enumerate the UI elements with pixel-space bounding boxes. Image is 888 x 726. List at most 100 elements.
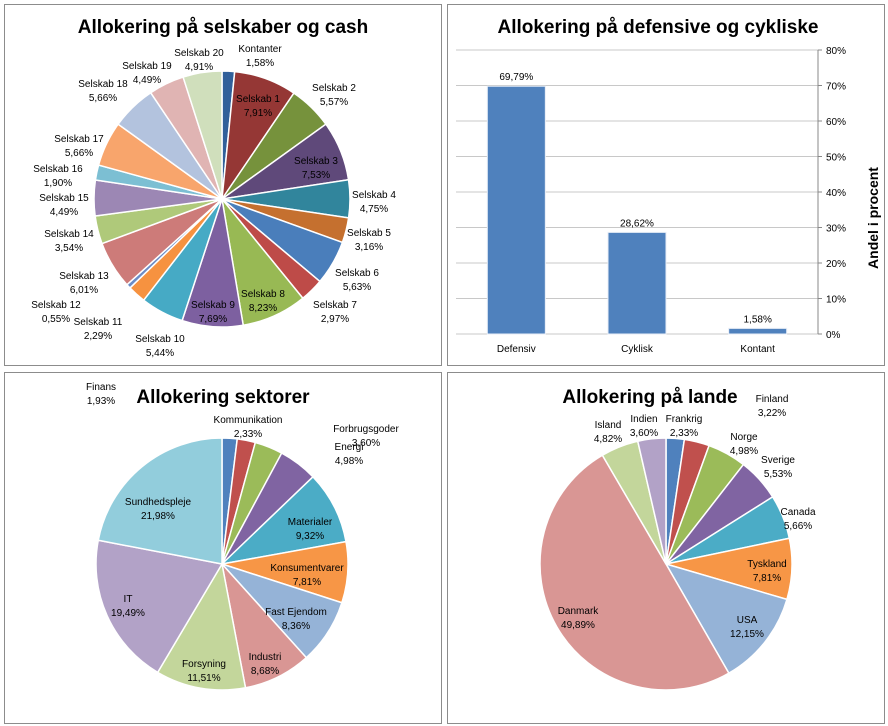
chart-panel-companies: Allokering på selskaber og cash Kontante… — [4, 4, 442, 366]
data-label: Kommunikation 2,33% — [214, 415, 283, 440]
label-category: Selskab 7 — [313, 300, 357, 311]
label-value: 4,49% — [50, 207, 78, 218]
label-category: Industri — [249, 652, 282, 663]
chart-panel-countries: Allokering på lande Frankrig 2,33% Finland… — [447, 372, 885, 724]
data-label: Sundhedspleje 21,98% — [125, 497, 192, 522]
data-label: Selskab 18 5,66% — [78, 79, 128, 104]
data-label: Selskab 4 4,75% — [352, 190, 396, 215]
label-value: 49,89% — [561, 620, 595, 631]
data-label: Selskab 16 1,90% — [33, 164, 83, 189]
data-label: Konsumentvarer 7,81% — [270, 563, 344, 588]
label-value: 7,53% — [302, 170, 330, 181]
data-label: Selskab 10 5,44% — [135, 334, 185, 359]
data-label: Selskab 19 4,49% — [122, 61, 172, 86]
label-value: 1,58% — [246, 58, 274, 69]
label-category: USA — [737, 615, 758, 626]
data-label: Selskab 8 8,23% — [241, 289, 285, 314]
data-label: Indien 3,60% — [630, 414, 658, 439]
data-label: Industri 8,68% — [249, 652, 282, 677]
label-category: Selskab 16 — [33, 164, 83, 175]
data-label: Selskab 15 4,49% — [39, 193, 89, 218]
data-label: Danmark 49,89% — [558, 606, 600, 631]
bar-value-label: 1,58% — [743, 314, 771, 325]
label-category: Materialer — [288, 517, 333, 528]
data-label: Selskab 12 0,55% — [31, 300, 81, 325]
bar-value-label: 69,79% — [499, 72, 533, 83]
bar — [486, 85, 546, 335]
y-tick-label: 60% — [826, 117, 846, 128]
y-axis-label: Andel i procent — [865, 167, 881, 269]
y-tick-label: 80% — [826, 46, 846, 57]
label-category: Finans — [86, 382, 116, 393]
pie-slice — [156, 561, 247, 691]
data-label: Energi 4,98% — [335, 442, 364, 467]
bar-value-label: 28,62% — [620, 218, 654, 229]
label-category: Selskab 13 — [59, 271, 109, 282]
label-value: 1,90% — [44, 178, 72, 189]
pie-slice — [95, 539, 224, 674]
data-label: IT 19,49% — [111, 594, 145, 619]
label-category: Selskab 11 — [74, 317, 123, 328]
data-label: Selskab 11 2,29% — [74, 317, 123, 342]
label-category: Frankrig — [666, 414, 703, 425]
label-category: Selskab 8 — [241, 289, 285, 300]
y-tick-label: 20% — [826, 259, 846, 270]
label-category: Finland — [756, 394, 789, 405]
label-category: Canada — [780, 507, 815, 518]
data-label: Finland 3,22% — [756, 394, 789, 419]
label-category: IT — [124, 594, 133, 605]
label-value: 3,54% — [55, 243, 83, 254]
label-value: 3,22% — [758, 408, 786, 419]
label-value: 7,81% — [753, 573, 781, 584]
label-category: Selskab 20 — [174, 48, 224, 59]
chart-title: Allokering på defensive og cykliske — [497, 17, 818, 38]
label-category: Selskab 1 — [236, 94, 280, 105]
label-category: Selskab 6 — [335, 268, 379, 279]
y-tick-label: 10% — [826, 295, 846, 306]
label-value: 19,49% — [111, 608, 145, 619]
label-value: 1,93% — [87, 396, 115, 407]
y-tick-label: 70% — [826, 82, 846, 93]
x-tick-label: Cyklisk — [621, 344, 654, 355]
pie-slice — [182, 70, 223, 200]
label-category: Selskab 9 — [191, 300, 235, 311]
label-value: 11,51% — [187, 673, 220, 684]
label-category: Fast Ejendom — [265, 607, 327, 618]
label-category: Selskab 3 — [294, 156, 338, 167]
label-value: 3,16% — [355, 242, 383, 253]
x-tick-label: Kontant — [740, 344, 775, 355]
label-value: 3,60% — [630, 428, 658, 439]
data-label: Frankrig 2,33% — [666, 414, 703, 439]
pie-slice — [97, 437, 223, 565]
chart-panel-defensive-cyclic: Allokering på defensive og cykliske Ande… — [447, 4, 885, 366]
label-value: 7,81% — [293, 577, 321, 588]
label-category: Selskab 15 — [39, 193, 89, 204]
label-category: Sundhedspleje — [125, 497, 192, 508]
pie-chart-companies: Allokering på selskaber og cash Kontante… — [31, 17, 396, 359]
label-category: Selskab 12 — [31, 300, 81, 311]
label-value: 5,66% — [784, 521, 812, 532]
chart-title: Allokering sektorer — [136, 387, 310, 408]
label-category: Forsyning — [182, 659, 226, 670]
label-category: Kontanter — [238, 44, 282, 55]
label-value: 4,49% — [133, 75, 161, 86]
label-category: Selskab 18 — [78, 79, 128, 90]
y-tick-label: 50% — [826, 153, 846, 164]
data-label: Sverige 5,53% — [761, 455, 795, 480]
data-label: Selskab 2 5,57% — [312, 83, 356, 108]
data-label: Selskab 1 7,91% — [236, 94, 280, 119]
data-label: Selskab 7 2,97% — [313, 300, 357, 325]
label-category: Indien — [630, 414, 657, 425]
label-value: 2,97% — [321, 314, 349, 325]
label-value: 8,68% — [251, 666, 279, 677]
label-value: 2,29% — [84, 331, 112, 342]
label-category: Tyskland — [747, 559, 786, 570]
label-category: Selskab 14 — [44, 229, 94, 240]
bar — [728, 327, 788, 335]
label-value: 2,33% — [234, 429, 262, 440]
data-label: Selskab 20 4,91% — [174, 48, 224, 73]
data-label: Island 4,82% — [594, 420, 622, 445]
label-value: 4,98% — [335, 456, 363, 467]
y-tick-label: 0% — [826, 330, 841, 341]
data-label: Finans 1,93% — [86, 382, 116, 407]
